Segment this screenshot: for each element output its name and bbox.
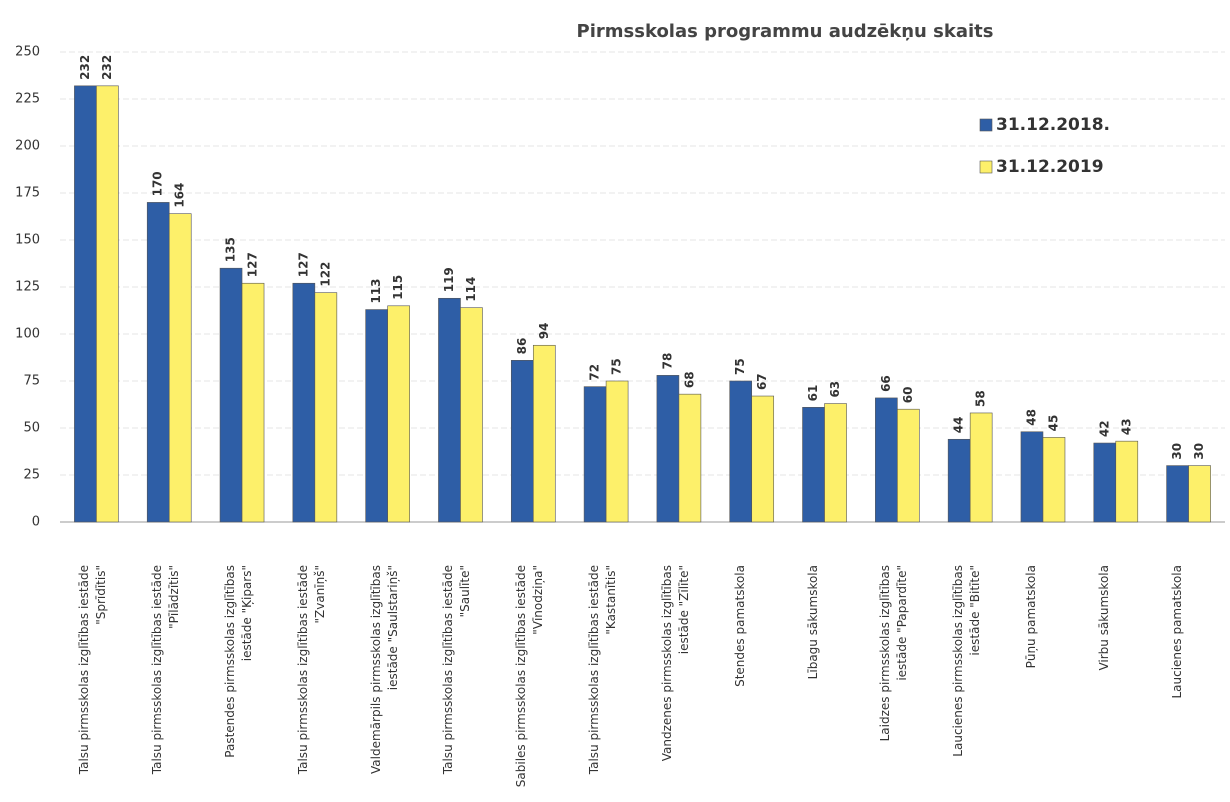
y-tick-label: 25 xyxy=(23,468,40,483)
y-tick-label: 125 xyxy=(15,280,40,295)
x-tick-label: Laucienes pamatskola xyxy=(1169,565,1184,699)
value-label: 86 xyxy=(515,338,529,355)
y-tick-label: 175 xyxy=(15,186,40,201)
bar xyxy=(74,85,97,523)
legend-label: 31.12.2019 xyxy=(996,157,1104,177)
value-label: 119 xyxy=(442,267,456,292)
value-label: 127 xyxy=(246,252,260,277)
bar xyxy=(969,412,993,523)
bar xyxy=(365,309,388,523)
value-label: 72 xyxy=(588,364,602,381)
value-label: 94 xyxy=(537,323,551,340)
value-label: 75 xyxy=(733,358,747,375)
value-label: 67 xyxy=(755,373,769,390)
x-tick-label: Lībagu sākumskola xyxy=(805,565,820,680)
legend-label: 31.12.2018. xyxy=(996,115,1110,135)
value-label: 122 xyxy=(318,262,332,287)
value-label: 63 xyxy=(828,381,842,398)
bar xyxy=(824,403,847,523)
x-tick-label: Pūņu pamatskola xyxy=(1023,565,1038,669)
value-label: 30 xyxy=(1192,443,1206,460)
bar xyxy=(460,307,483,523)
bar xyxy=(1042,437,1066,523)
value-label: 61 xyxy=(806,385,820,402)
bar xyxy=(656,375,680,523)
bar xyxy=(802,407,825,523)
value-label: 68 xyxy=(682,371,696,388)
x-tick-label: Virbu sākumskola xyxy=(1096,565,1111,671)
value-label: 113 xyxy=(369,278,383,303)
value-label: 135 xyxy=(224,237,238,262)
bar xyxy=(1093,442,1117,523)
bar xyxy=(241,282,265,523)
bar xyxy=(605,380,629,523)
chart-title: Pirmsskolas programmu audzēkņu skaits xyxy=(577,21,994,42)
x-tick-label: Pastendes pirmsskolas izglītības iestāde… xyxy=(223,565,255,758)
bar xyxy=(387,305,410,523)
bar xyxy=(729,380,753,523)
x-tick-label: Laucienes pirmsskolas izglītības iestāde… xyxy=(951,565,983,757)
value-label: 43 xyxy=(1119,418,1133,435)
y-tick-label: 100 xyxy=(15,327,40,342)
bar xyxy=(532,344,556,523)
legend-swatch xyxy=(979,118,993,132)
bar xyxy=(678,393,702,523)
value-label: 127 xyxy=(296,252,310,277)
value-label: 232 xyxy=(100,55,114,80)
bar xyxy=(583,386,607,523)
y-tick-label: 0 xyxy=(32,515,40,530)
bar xyxy=(1020,431,1044,523)
x-tick-label: Valdemārpils pirmsskolas izglītības iest… xyxy=(368,565,400,774)
value-label: 58 xyxy=(974,390,988,407)
y-tick-label: 250 xyxy=(15,45,40,60)
bar xyxy=(168,213,192,523)
value-label: 114 xyxy=(464,277,478,302)
y-tick-label: 150 xyxy=(15,233,40,248)
bar xyxy=(146,202,170,523)
x-tick-label: Sabiles pirmsskolas izglītības iestāde "… xyxy=(514,565,546,788)
value-label: 75 xyxy=(610,358,624,375)
bar xyxy=(219,267,243,523)
x-tick-label: Talsu pirmsskolas izglītības iestāde "Ka… xyxy=(587,565,619,775)
x-tick-label: Stendes pamatskola xyxy=(732,565,747,687)
x-tick-label: Talsu pirmsskolas izglītības iestāde "Sa… xyxy=(441,565,473,775)
bar xyxy=(96,85,119,523)
y-tick-label: 50 xyxy=(23,421,40,436)
x-tick-label: Laidzes pirmsskolas izglītības iestāde "… xyxy=(878,565,910,742)
value-label: 78 xyxy=(660,353,674,370)
bar xyxy=(751,395,775,523)
bar xyxy=(947,438,971,523)
bar xyxy=(875,397,898,523)
bar xyxy=(292,282,316,523)
bar xyxy=(510,360,534,523)
value-label: 164 xyxy=(173,183,187,208)
y-tick-label: 225 xyxy=(15,92,40,107)
value-label: 115 xyxy=(391,275,405,300)
y-tick-label: 75 xyxy=(23,374,40,389)
value-label: 232 xyxy=(78,55,92,80)
value-label: 170 xyxy=(151,171,165,196)
x-tick-label: Vandzenes pirmsskolas izglītības iestāde… xyxy=(659,565,691,762)
value-label: 42 xyxy=(1097,420,1111,437)
value-label: 48 xyxy=(1024,409,1038,426)
bar xyxy=(897,408,920,523)
bar xyxy=(1188,465,1211,523)
value-label: 45 xyxy=(1046,415,1060,432)
bar xyxy=(438,297,461,523)
x-tick-label: Talsu pirmsskolas izglītības iestāde "Zv… xyxy=(295,565,327,775)
value-label: 30 xyxy=(1170,443,1184,460)
value-label: 66 xyxy=(879,375,893,392)
value-label: 60 xyxy=(901,386,915,403)
y-tick-label: 200 xyxy=(15,139,40,154)
x-tick-label: Talsu pirmsskolas izglītības iestāde "Sp… xyxy=(77,565,109,775)
legend-swatch xyxy=(979,160,993,174)
x-tick-label: Talsu pirmsskolas izglītības iestāde "Pī… xyxy=(150,565,182,775)
bar xyxy=(314,292,338,523)
bar xyxy=(1115,440,1139,523)
bar xyxy=(1166,465,1189,523)
value-label: 44 xyxy=(952,417,966,434)
